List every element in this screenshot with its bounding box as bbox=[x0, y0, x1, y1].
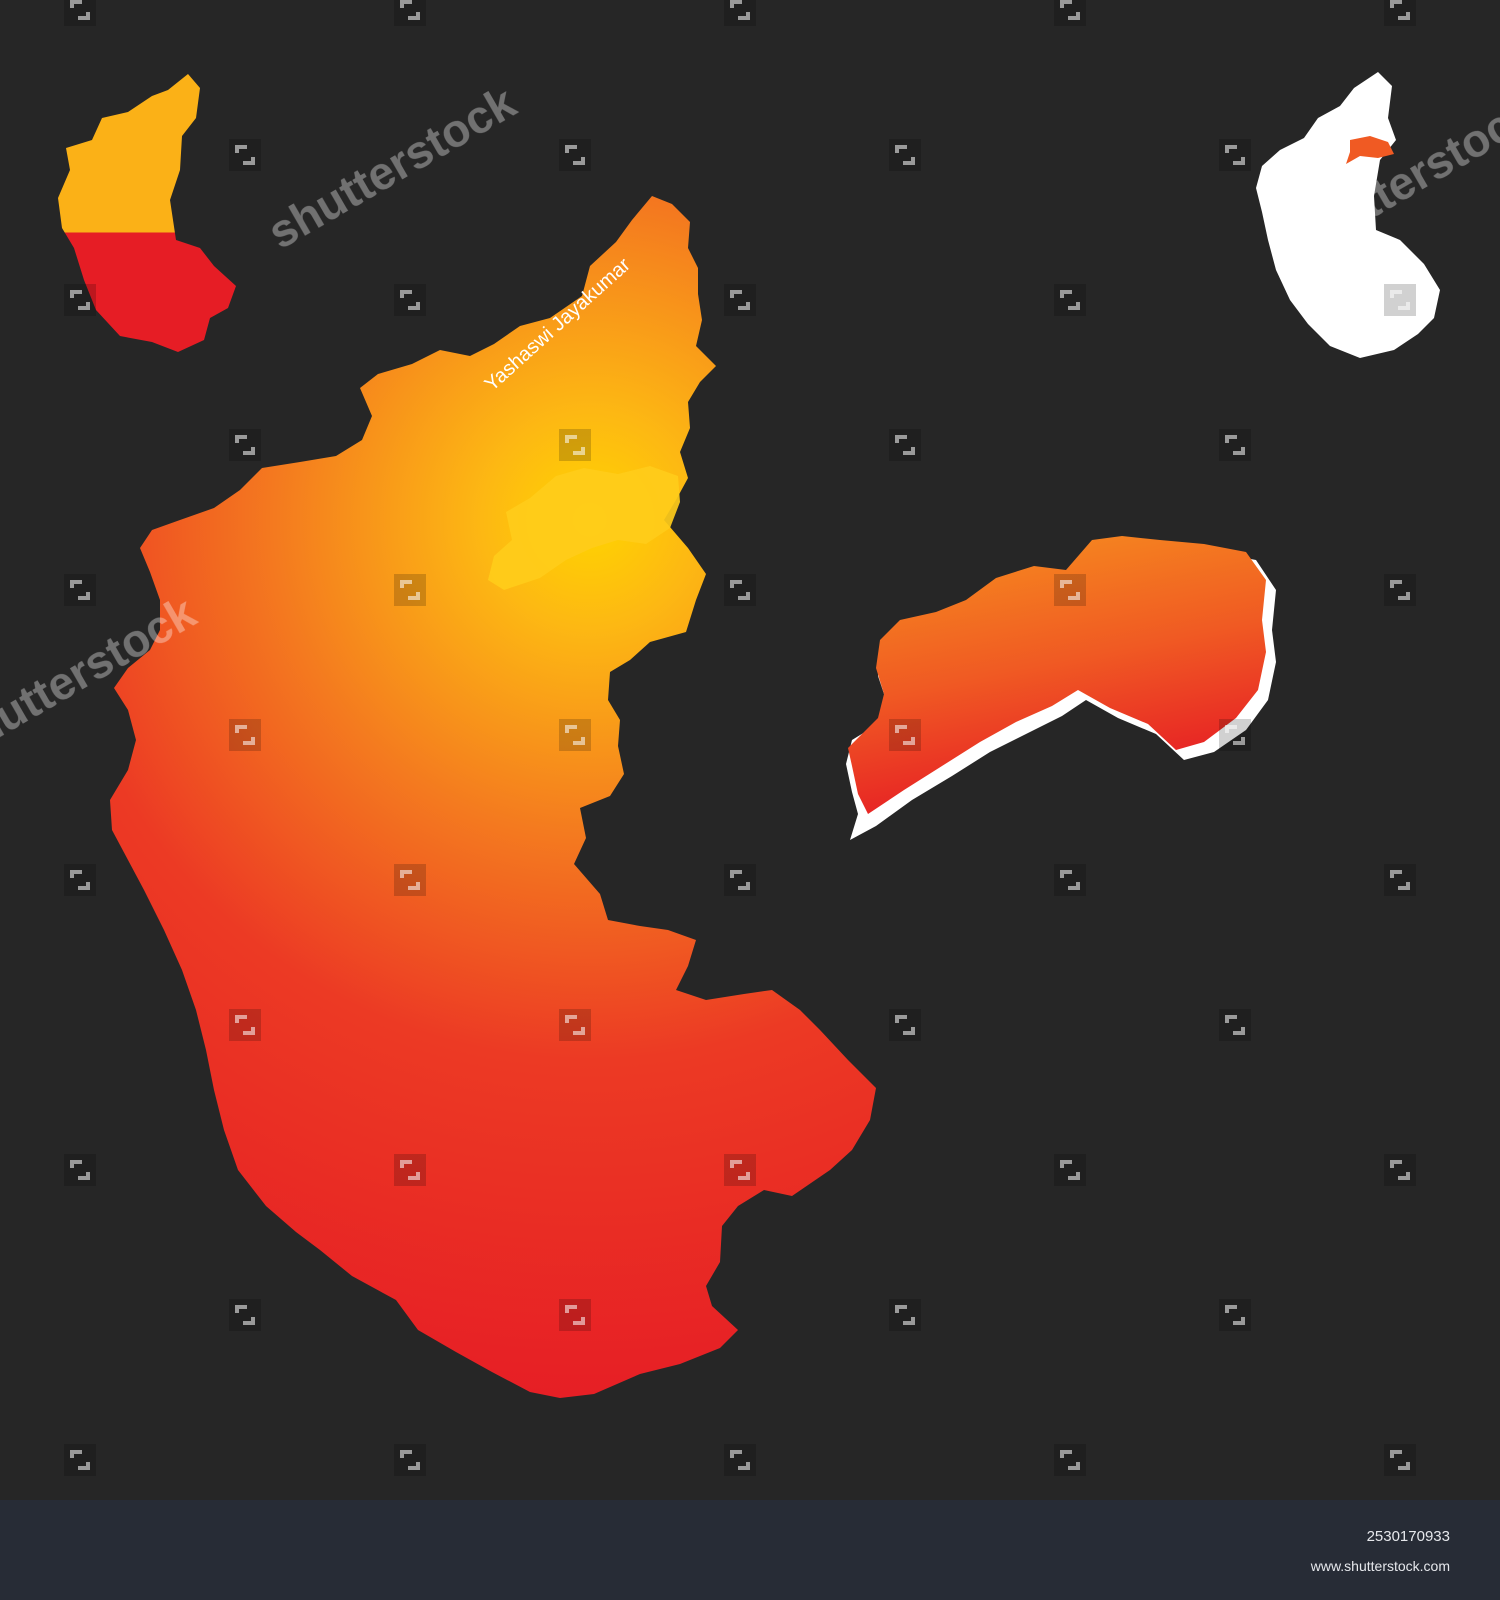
shutterstock-logo-icon bbox=[889, 1009, 921, 1041]
shutterstock-logo-icon bbox=[559, 719, 591, 751]
shutterstock-logo-icon bbox=[64, 1154, 96, 1186]
shutterstock-logo-icon bbox=[1219, 719, 1251, 751]
shutterstock-logo-icon bbox=[1384, 1154, 1416, 1186]
shutterstock-logo-icon bbox=[229, 139, 261, 171]
shutterstock-logo-icon bbox=[1054, 1444, 1086, 1476]
shutterstock-logo-icon bbox=[724, 574, 756, 606]
shutterstock-logo-icon bbox=[1054, 1154, 1086, 1186]
karnataka-main-shape bbox=[110, 196, 876, 1398]
shutterstock-logo-icon bbox=[1384, 1444, 1416, 1476]
shutterstock-logo-icon bbox=[889, 139, 921, 171]
shutterstock-logo-icon bbox=[724, 0, 756, 26]
shutterstock-logo-icon bbox=[559, 139, 591, 171]
shutterstock-logo-icon bbox=[394, 864, 426, 896]
watermark-text-1: shutterstock bbox=[259, 75, 524, 258]
karnataka-white-shape bbox=[1256, 72, 1440, 358]
shutterstock-logo-icon bbox=[724, 864, 756, 896]
shutterstock-logo-icon bbox=[1384, 574, 1416, 606]
shutterstock-logo-icon bbox=[229, 1009, 261, 1041]
shutterstock-logo-icon bbox=[1384, 864, 1416, 896]
highlighted-district-shape bbox=[1346, 136, 1394, 164]
shutterstock-logo-icon bbox=[64, 574, 96, 606]
map-canvas: Yashaswi Jayakumar shutterstock shutters… bbox=[0, 0, 1500, 1476]
main-map: Yashaswi Jayakumar bbox=[110, 196, 876, 1398]
shutterstock-logo-icon bbox=[229, 429, 261, 461]
shutterstock-logo-icon bbox=[724, 1444, 756, 1476]
shutterstock-logo-icon bbox=[229, 1299, 261, 1331]
footer-bar: 2530170933 www.shutterstock.com bbox=[0, 1500, 1500, 1600]
shutterstock-logo-icon bbox=[1054, 864, 1086, 896]
shutterstock-logo-icon bbox=[229, 719, 261, 751]
shutterstock-logo-icon bbox=[1054, 0, 1086, 26]
shutterstock-logo-icon bbox=[1219, 139, 1251, 171]
highlighted-district-main bbox=[488, 466, 680, 590]
shutterstock-logo-icon bbox=[1384, 0, 1416, 26]
shutterstock-logo-icon bbox=[559, 429, 591, 461]
shutterstock-logo-icon bbox=[64, 1444, 96, 1476]
shutterstock-logo-icon bbox=[394, 284, 426, 316]
shutterstock-logo-icon bbox=[394, 574, 426, 606]
shutterstock-logo-icon bbox=[394, 1444, 426, 1476]
shutterstock-logo-icon bbox=[1219, 1299, 1251, 1331]
shutterstock-logo-icon bbox=[64, 0, 96, 26]
inset-map-top-left bbox=[58, 74, 236, 352]
shutterstock-logo-icon bbox=[724, 284, 756, 316]
shutterstock-logo-icon bbox=[394, 0, 426, 26]
watermark-logo-grid bbox=[64, 0, 1416, 1476]
region-shape bbox=[848, 536, 1266, 814]
shutterstock-logo-icon bbox=[1384, 284, 1416, 316]
region-cutout-map bbox=[846, 536, 1276, 840]
shutterstock-logo-icon bbox=[64, 284, 96, 316]
shutterstock-logo-icon bbox=[1219, 429, 1251, 461]
karnataka-inset-flag-shape bbox=[58, 74, 236, 352]
shutterstock-logo-icon bbox=[889, 719, 921, 751]
shutterstock-logo-icon bbox=[1054, 574, 1086, 606]
shutterstock-logo-icon bbox=[724, 1154, 756, 1186]
shutterstock-logo-icon bbox=[394, 1154, 426, 1186]
shutterstock-logo-icon bbox=[889, 1299, 921, 1331]
shutterstock-logo-icon bbox=[559, 1299, 591, 1331]
shutterstock-logo-icon bbox=[559, 1009, 591, 1041]
site-url: www.shutterstock.com bbox=[1310, 1558, 1450, 1574]
shutterstock-logo-icon bbox=[1054, 284, 1086, 316]
image-id: 2530170933 bbox=[1366, 1528, 1450, 1545]
shutterstock-logo-icon bbox=[1219, 1009, 1251, 1041]
shutterstock-logo-icon bbox=[64, 864, 96, 896]
inset-map-top-right bbox=[1256, 72, 1440, 358]
shutterstock-logo-icon bbox=[889, 429, 921, 461]
